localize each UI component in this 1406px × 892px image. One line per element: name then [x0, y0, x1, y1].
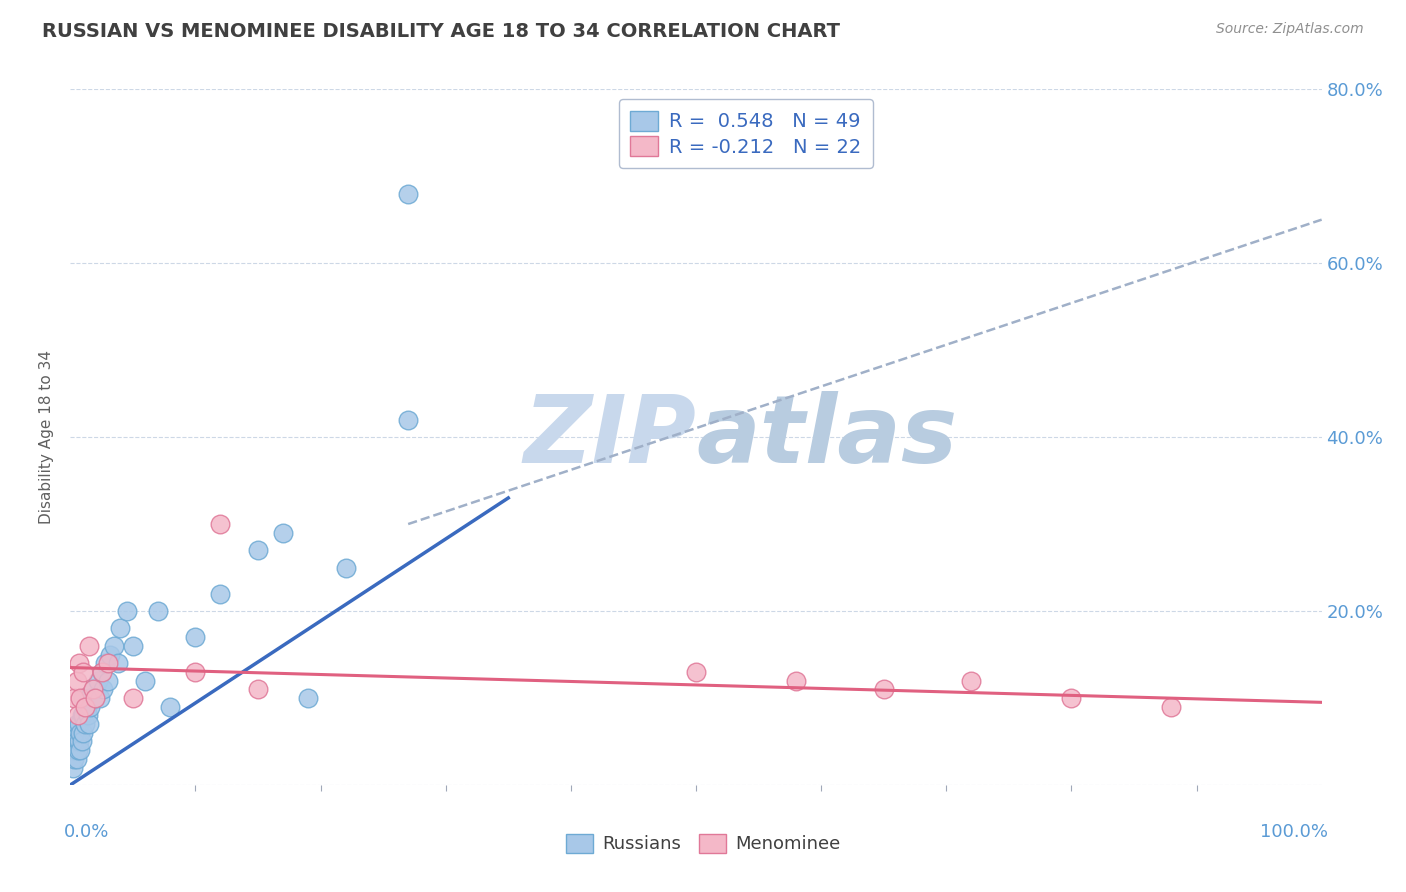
Point [247, 682, 270, 697]
Text: Source: ZipAtlas.com: Source: ZipAtlas.com [1216, 22, 1364, 37]
Point [110, 621, 132, 635]
Point [72, 726, 94, 740]
Text: 100.0%: 100.0% [1260, 823, 1327, 841]
Point [76, 699, 98, 714]
Point [396, 186, 419, 201]
Text: RUSSIAN VS MENOMINEE DISABILITY AGE 18 TO 34 CORRELATION CHART: RUSSIAN VS MENOMINEE DISABILITY AGE 18 T… [42, 22, 841, 41]
Point [97, 657, 120, 671]
Point [63, 752, 86, 766]
Point [77, 717, 100, 731]
Point [69, 690, 91, 705]
Point [66, 743, 89, 757]
Point [67, 734, 90, 748]
Point [72, 690, 94, 705]
Point [297, 690, 319, 705]
Point [872, 682, 894, 697]
Point [65, 717, 87, 731]
Point [89, 690, 111, 705]
Point [79, 699, 101, 714]
Point [209, 516, 232, 531]
Point [62, 760, 84, 774]
Point [84, 690, 107, 705]
Point [98, 648, 121, 662]
Point [121, 639, 145, 653]
Point [1160, 699, 1182, 714]
Point [1060, 690, 1083, 705]
Point [76, 708, 98, 723]
Point [685, 665, 707, 679]
Point [67, 657, 90, 671]
Point [66, 708, 89, 723]
Point [65, 752, 87, 766]
Point [65, 743, 87, 757]
Point [785, 673, 807, 688]
Point [103, 639, 125, 653]
Point [121, 690, 145, 705]
Point [184, 630, 207, 644]
Point [65, 673, 87, 688]
Point [75, 717, 97, 731]
Point [82, 682, 104, 697]
Point [87, 673, 110, 688]
Text: 0.0%: 0.0% [65, 823, 110, 841]
Point [960, 673, 983, 688]
Point [84, 690, 107, 705]
Point [77, 639, 100, 653]
Point [146, 604, 169, 618]
Y-axis label: Disability Age 18 to 34: Disability Age 18 to 34 [39, 350, 55, 524]
Point [65, 734, 87, 748]
Point [70, 708, 93, 723]
Point [115, 604, 138, 618]
Point [271, 525, 294, 540]
Point [247, 543, 270, 558]
Point [72, 665, 94, 679]
Point [107, 657, 129, 671]
Point [65, 726, 87, 740]
Point [67, 717, 90, 731]
Point [69, 726, 91, 740]
Point [69, 743, 91, 757]
Point [209, 587, 232, 601]
Point [90, 665, 112, 679]
Point [63, 690, 86, 705]
Legend: Russians, Menominee: Russians, Menominee [558, 827, 848, 861]
Point [335, 560, 357, 574]
Point [134, 673, 156, 688]
Text: ZIP: ZIP [523, 391, 696, 483]
Point [159, 699, 181, 714]
Point [75, 699, 97, 714]
Point [82, 682, 104, 697]
Point [70, 734, 93, 748]
Point [91, 682, 114, 697]
Point [396, 412, 419, 426]
Point [90, 665, 112, 679]
Point [97, 673, 120, 688]
Point [72, 708, 94, 723]
Point [77, 690, 100, 705]
Point [63, 734, 86, 748]
Point [94, 657, 117, 671]
Point [184, 665, 207, 679]
Legend: R =  0.548   N = 49, R = -0.212   N = 22: R = 0.548 N = 49, R = -0.212 N = 22 [619, 99, 873, 169]
Text: atlas: atlas [696, 391, 957, 483]
